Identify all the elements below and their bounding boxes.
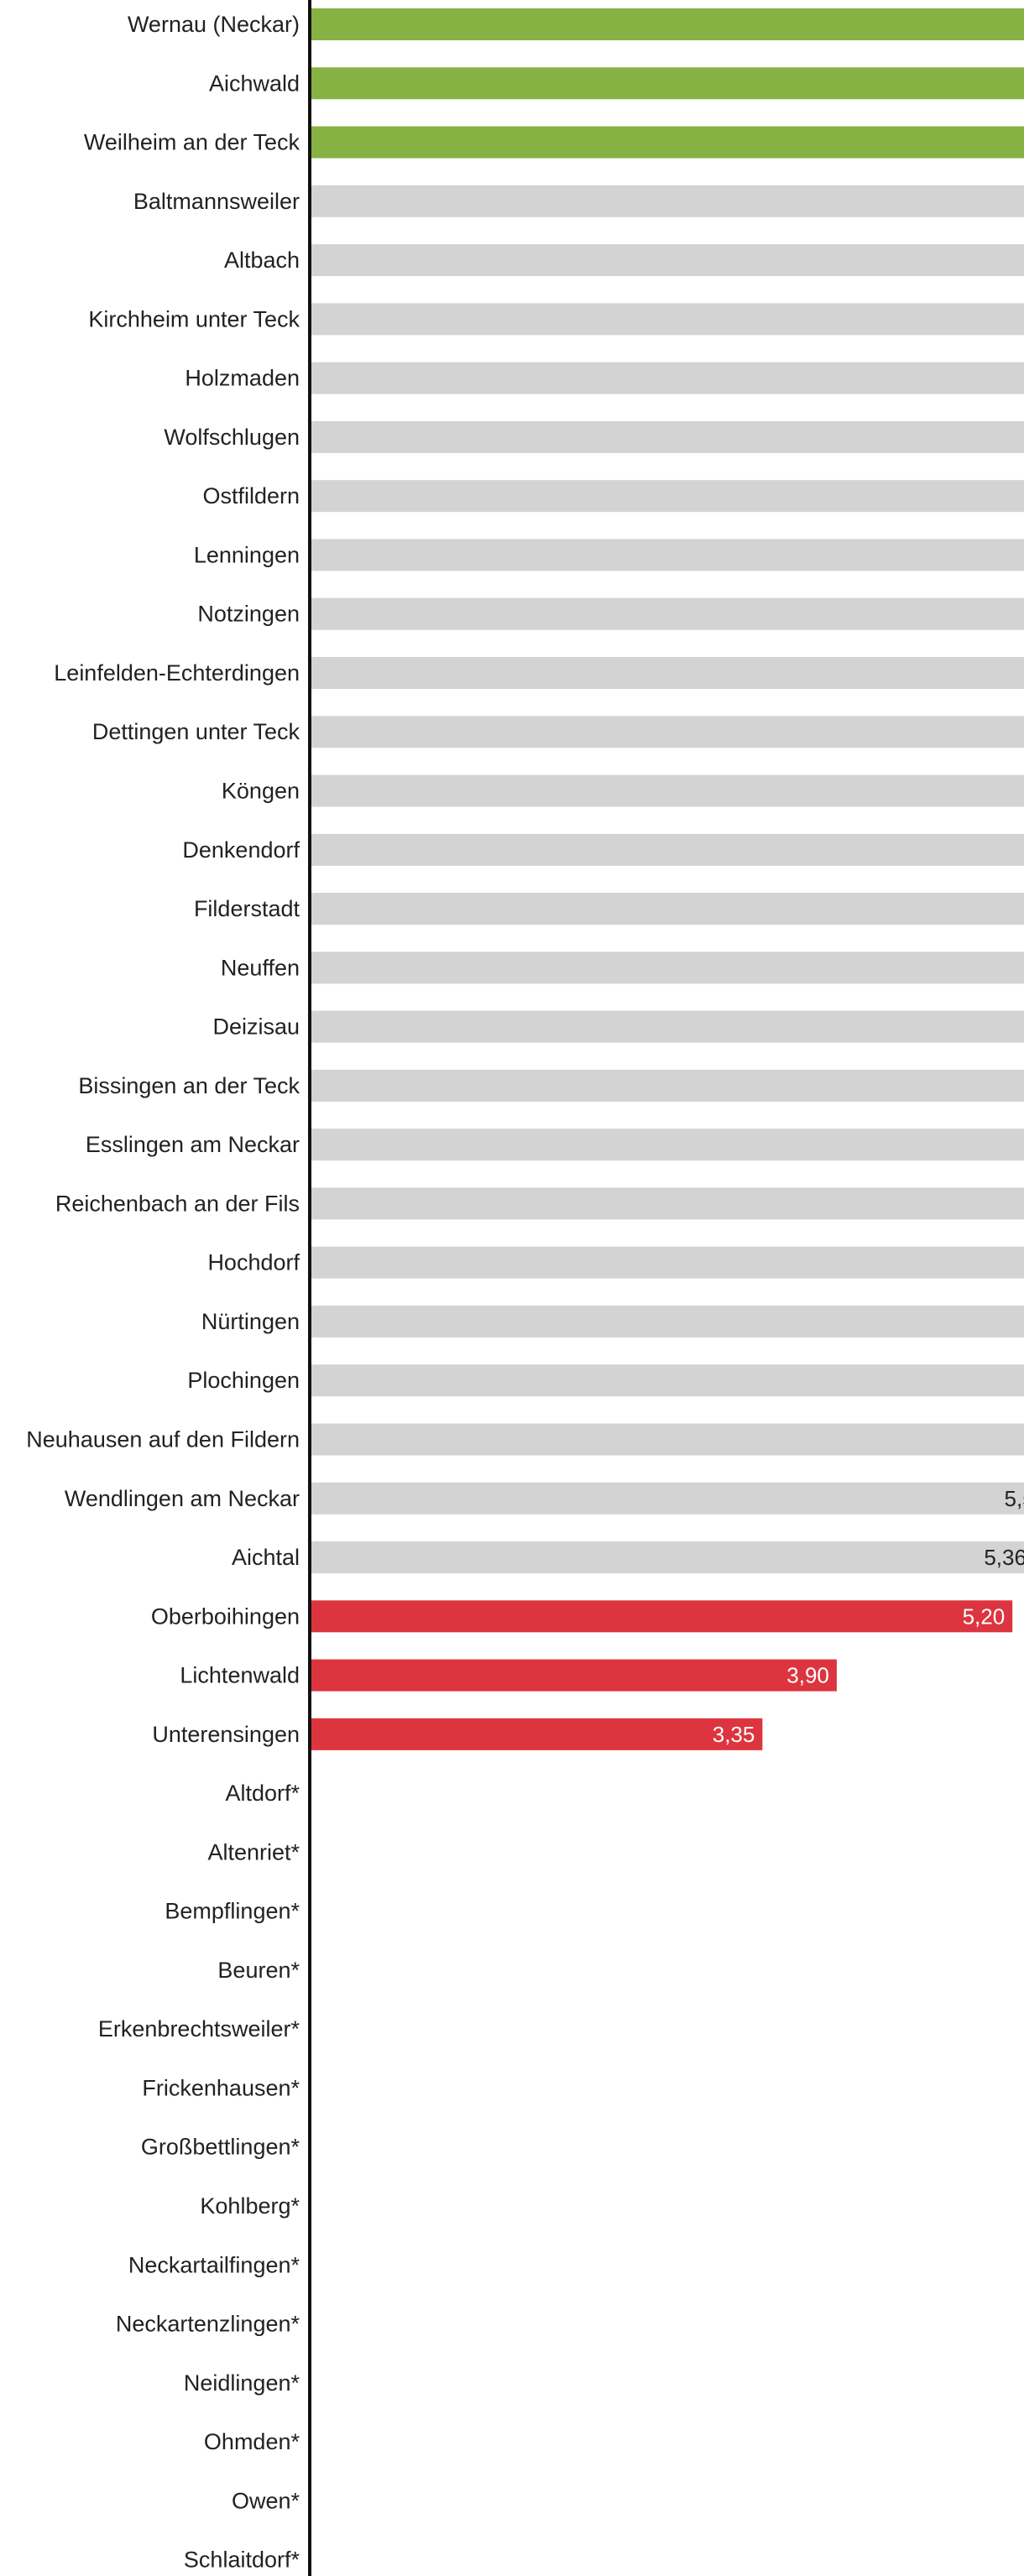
bar-aichtal: [310, 1541, 1024, 1574]
value-label-aichtal: 5,36: [984, 1545, 1024, 1570]
category-label-bissingen-an-der-teck: Bissingen an der Teck: [78, 1073, 300, 1098]
category-label-kirchheim-unter-teck: Kirchheim unter Teck: [88, 306, 300, 331]
bar-unterensingen: [310, 1718, 763, 1750]
bar-holzmaden: [310, 362, 1024, 394]
category-label-neckartenzlingen: Neckartenzlingen*: [116, 2312, 300, 2337]
category-label-dettingen-unter-teck: Dettingen unter Teck: [92, 719, 300, 744]
category-label-lenningen: Lenningen: [194, 542, 300, 567]
category-label-reichenbach-an-der-fils: Reichenbach an der Fils: [55, 1191, 300, 1216]
category-label-lichtenwald: Lichtenwald: [180, 1663, 300, 1688]
bar-esslingen-am-neckar: [310, 1129, 1024, 1161]
bar-reichenbach-an-der-fils: [310, 1187, 1024, 1220]
category-label-neckartailfingen: Neckartailfingen*: [128, 2252, 300, 2277]
bar-aichwald: [310, 67, 1024, 100]
category-label-baltmannsweiler: Baltmannsweiler: [133, 189, 300, 214]
category-label-bempflingen: Bempflingen*: [165, 1899, 300, 1924]
bar-filderstadt: [310, 893, 1024, 926]
bar-plochingen: [310, 1364, 1024, 1397]
category-label-deizisau: Deizisau: [212, 1014, 300, 1040]
bar-oberboihingen: [310, 1600, 1013, 1633]
category-labels-group: Wernau (Neckar) Aichwald Weilheim an der T…: [26, 12, 300, 2573]
category-label-schlaitdorf: Schlaitdorf*: [184, 2547, 300, 2573]
category-label-filderstadt: Filderstadt: [194, 896, 300, 921]
category-label-frickenhausen: Frickenhausen*: [142, 2075, 300, 2100]
category-label-plochingen: Plochingen: [187, 1368, 300, 1393]
category-label-aichtal: Aichtal: [232, 1545, 300, 1570]
category-label-neuhausen-auf-den-fildern: Neuhausen auf den Fildern: [26, 1426, 300, 1452]
bar-notzingen: [310, 597, 1024, 630]
bars-group: [310, 8, 1024, 1750]
bar-denkendorf: [310, 833, 1024, 866]
category-label-notzingen: Notzingen: [197, 602, 300, 627]
bar-wernau-neckar: [310, 8, 1024, 40]
category-label-holzmaden: Holzmaden: [185, 366, 300, 391]
bar-koengen: [310, 774, 1024, 807]
bar-hochdorf: [310, 1246, 1024, 1279]
bar-leinfelden-echterdingen: [310, 656, 1024, 689]
bar-dettingen-unter-teck: [310, 716, 1024, 748]
category-label-ohmden: Ohmden*: [204, 2429, 300, 2454]
category-label-hochdorf: Hochdorf: [207, 1250, 300, 1275]
category-label-unterensingen: Unterensingen: [152, 1722, 300, 1747]
category-label-esslingen-am-neckar: Esslingen am Neckar: [86, 1132, 300, 1157]
category-label-oberboihingen: Oberboihingen: [151, 1603, 300, 1629]
category-label-aichwald: Aichwald: [209, 70, 300, 96]
category-label-owen: Owen*: [232, 2488, 300, 2513]
category-label-altenriet: Altenriet*: [207, 1839, 300, 1864]
value-label-unterensingen: 3,35: [713, 1722, 755, 1747]
category-label-leinfelden-echterdingen: Leinfelden-Echterdingen: [54, 660, 300, 686]
bar-bissingen-an-der-teck: [310, 1069, 1024, 1102]
category-label-wolfschlugen: Wolfschlugen: [164, 425, 300, 450]
category-label-neuffen: Neuffen: [221, 955, 300, 980]
category-label-denkendorf: Denkendorf: [182, 837, 300, 863]
bar-weilheim-an-der-teck: [310, 126, 1024, 159]
category-label-weilheim-an-der-teck: Weilheim an der Teck: [84, 130, 300, 155]
category-label-grossbettlingen: Großbettlingen*: [141, 2135, 300, 2160]
category-label-erkenbrechtsweiler: Erkenbrechtsweiler*: [98, 2016, 300, 2042]
category-label-kohlberg: Kohlberg*: [200, 2193, 300, 2219]
category-label-ostfildern: Ostfildern: [202, 483, 300, 508]
bar-lichtenwald: [310, 1659, 837, 1692]
category-label-wernau-neckar: Wernau (Neckar): [128, 12, 300, 37]
bar-neuffen: [310, 952, 1024, 984]
value-label-wendlingen-am-neckar: 5,51: [1005, 1486, 1024, 1511]
bar-neuhausen-auf-den-fildern: [310, 1423, 1024, 1456]
bar-deizisau: [310, 1010, 1024, 1043]
category-label-nuertingen: Nürtingen: [201, 1309, 300, 1334]
bar-nuertingen: [310, 1305, 1024, 1338]
category-label-koengen: Köngen: [222, 779, 300, 804]
value-labels-group: 7,477,216,986,866,746,736,656,556,546,50…: [713, 1486, 1024, 1747]
category-label-neidlingen: Neidlingen*: [184, 2370, 300, 2396]
value-label-oberboihingen: 5,20: [963, 1603, 1006, 1629]
category-label-beuren: Beuren*: [217, 1958, 300, 1983]
category-label-altdorf: Altdorf*: [225, 1781, 300, 1806]
category-label-wendlingen-am-neckar: Wendlingen am Neckar: [65, 1486, 300, 1511]
bar-wolfschlugen: [310, 420, 1024, 453]
bar-wendlingen-am-neckar: [310, 1482, 1024, 1515]
bar-lenningen: [310, 539, 1024, 571]
bar-altbach: [310, 244, 1024, 277]
value-label-lichtenwald: 3,90: [786, 1663, 829, 1688]
bar-kirchheim-unter-teck: [310, 303, 1024, 336]
category-label-altbach: Altbach: [224, 248, 300, 273]
bar-ostfildern: [310, 480, 1024, 513]
bar-baltmannsweiler: [310, 185, 1024, 217]
